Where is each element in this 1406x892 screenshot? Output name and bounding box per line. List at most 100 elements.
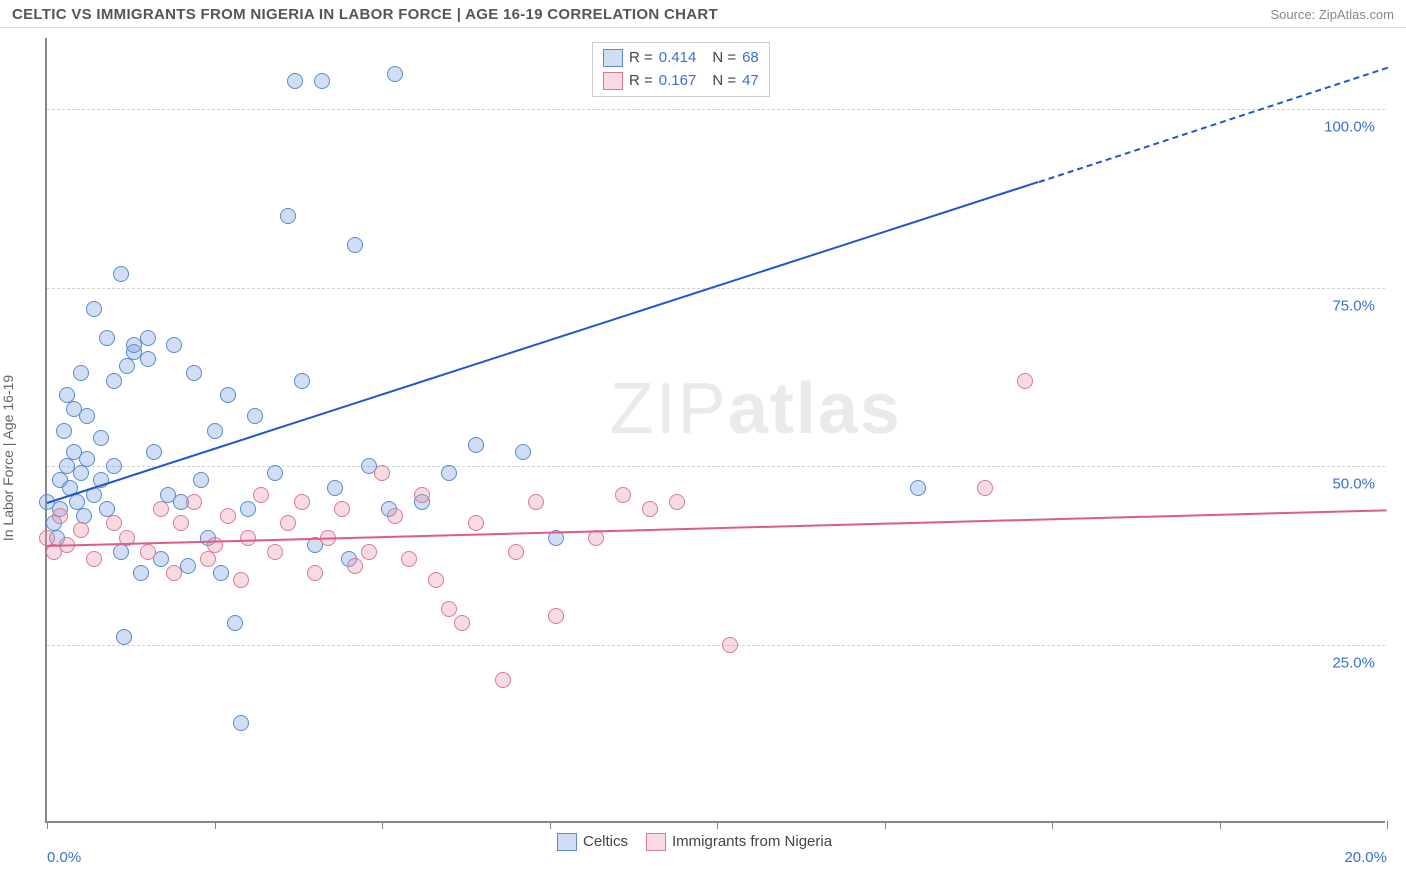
data-point bbox=[548, 608, 564, 624]
data-point bbox=[140, 330, 156, 346]
data-point bbox=[307, 565, 323, 581]
data-point bbox=[227, 615, 243, 631]
series-legend-item: Immigrants from Nigeria bbox=[646, 833, 832, 851]
data-point bbox=[515, 444, 531, 460]
data-point bbox=[468, 515, 484, 531]
data-point bbox=[1017, 373, 1033, 389]
y-tick-label: 50.0% bbox=[1332, 476, 1375, 493]
data-point bbox=[220, 508, 236, 524]
data-point bbox=[166, 337, 182, 353]
data-point bbox=[79, 451, 95, 467]
data-point bbox=[361, 544, 377, 560]
data-point bbox=[220, 387, 236, 403]
n-value: 47 bbox=[742, 70, 759, 93]
gridline bbox=[47, 645, 1385, 646]
x-tick bbox=[1220, 821, 1221, 829]
source-label: Source: ZipAtlas.com bbox=[1270, 7, 1394, 22]
legend-swatch bbox=[557, 833, 577, 851]
data-point bbox=[722, 637, 738, 653]
series-legend: Celtics Immigrants from Nigeria bbox=[557, 833, 832, 851]
legend-swatch bbox=[646, 833, 666, 851]
x-tick bbox=[47, 821, 48, 829]
data-point bbox=[495, 672, 511, 688]
x-tick bbox=[885, 821, 886, 829]
data-point bbox=[280, 208, 296, 224]
data-point bbox=[106, 515, 122, 531]
data-point bbox=[387, 66, 403, 82]
data-point bbox=[977, 480, 993, 496]
x-tick bbox=[1387, 821, 1388, 829]
data-point bbox=[642, 501, 658, 517]
data-point bbox=[140, 351, 156, 367]
data-point bbox=[374, 465, 390, 481]
data-point bbox=[428, 572, 444, 588]
data-point bbox=[193, 472, 209, 488]
data-point bbox=[240, 530, 256, 546]
data-point bbox=[153, 501, 169, 517]
data-point bbox=[468, 437, 484, 453]
gridline bbox=[47, 466, 1385, 467]
data-point bbox=[247, 408, 263, 424]
trend-line bbox=[47, 181, 1039, 504]
x-tick bbox=[382, 821, 383, 829]
data-point bbox=[294, 494, 310, 510]
r-label: R = bbox=[629, 70, 653, 93]
data-point bbox=[454, 615, 470, 631]
data-point bbox=[86, 551, 102, 567]
correlation-legend: R = 0.414N = 68R = 0.167N = 47 bbox=[592, 42, 770, 97]
data-point bbox=[186, 494, 202, 510]
legend-swatch bbox=[603, 49, 623, 67]
plot-region: ZIPatlas 25.0%50.0%75.0%100.0%0.0%20.0%R… bbox=[45, 38, 1385, 823]
data-point bbox=[207, 423, 223, 439]
data-point bbox=[207, 537, 223, 553]
legend-row: R = 0.167 N = 47 bbox=[603, 70, 759, 93]
gridline bbox=[47, 109, 1385, 110]
data-point bbox=[233, 572, 249, 588]
data-point bbox=[133, 565, 149, 581]
data-point bbox=[347, 237, 363, 253]
x-tick bbox=[550, 821, 551, 829]
data-point bbox=[73, 465, 89, 481]
data-point bbox=[441, 465, 457, 481]
data-point bbox=[334, 501, 350, 517]
data-point bbox=[233, 715, 249, 731]
data-point bbox=[140, 544, 156, 560]
gridline bbox=[47, 288, 1385, 289]
data-point bbox=[441, 601, 457, 617]
data-point bbox=[73, 365, 89, 381]
data-point bbox=[113, 544, 129, 560]
data-point bbox=[213, 565, 229, 581]
data-point bbox=[116, 629, 132, 645]
series-legend-item: Celtics bbox=[557, 833, 628, 851]
data-point bbox=[615, 487, 631, 503]
x-tick-label: 0.0% bbox=[47, 849, 81, 866]
r-value: 0.167 bbox=[659, 70, 697, 93]
data-point bbox=[287, 73, 303, 89]
data-point bbox=[119, 358, 135, 374]
data-point bbox=[106, 373, 122, 389]
data-point bbox=[93, 430, 109, 446]
data-point bbox=[99, 330, 115, 346]
data-point bbox=[113, 266, 129, 282]
data-point bbox=[106, 458, 122, 474]
x-tick-label: 20.0% bbox=[1344, 849, 1387, 866]
data-point bbox=[73, 522, 89, 538]
data-point bbox=[173, 515, 189, 531]
x-tick bbox=[215, 821, 216, 829]
x-tick bbox=[717, 821, 718, 829]
data-point bbox=[52, 508, 68, 524]
chart-area: In Labor Force | Age 16-19 ZIPatlas 25.0… bbox=[0, 28, 1406, 888]
chart-title: CELTIC VS IMMIGRANTS FROM NIGERIA IN LAB… bbox=[12, 6, 718, 23]
x-tick bbox=[1052, 821, 1053, 829]
data-point bbox=[186, 365, 202, 381]
data-point bbox=[240, 501, 256, 517]
y-tick-label: 25.0% bbox=[1332, 654, 1375, 671]
data-point bbox=[146, 444, 162, 460]
data-point bbox=[56, 423, 72, 439]
n-label: N = bbox=[712, 70, 736, 93]
r-value: 0.414 bbox=[659, 47, 697, 70]
data-point bbox=[314, 73, 330, 89]
data-point bbox=[401, 551, 417, 567]
data-point bbox=[327, 480, 343, 496]
data-point bbox=[528, 494, 544, 510]
